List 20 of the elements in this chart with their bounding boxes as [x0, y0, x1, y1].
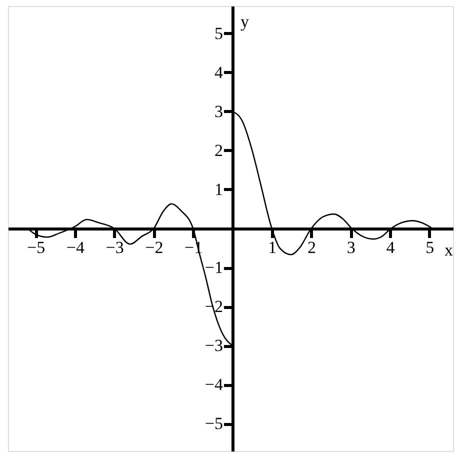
y-tick-label: −1: [204, 258, 223, 278]
x-tick-label: −5: [27, 238, 46, 257]
y-tick-label: 4: [214, 62, 224, 82]
y-tick-label: 3: [214, 102, 223, 121]
y-tick-label: 5: [214, 24, 223, 43]
x-tick-label: 4: [386, 238, 396, 257]
x-tick-label: 1: [268, 238, 277, 257]
y-tick-label: −4: [204, 375, 224, 394]
y-tick-label: 2: [214, 140, 223, 160]
y-axis-title: y: [240, 12, 250, 31]
x-axis-title: x: [444, 240, 454, 260]
x-tick-label: −3: [106, 238, 124, 257]
x-tick-label: −2: [145, 238, 164, 257]
x-tick-label: −4: [66, 238, 85, 257]
y-tick-label: −5: [204, 414, 223, 434]
x-tick-label: 2: [307, 238, 316, 257]
x-tick-label: 3: [346, 238, 356, 257]
x-tick-label: 5: [426, 238, 434, 257]
y-tick-label: −3: [204, 336, 223, 356]
y-tick-label: 1: [214, 180, 223, 199]
